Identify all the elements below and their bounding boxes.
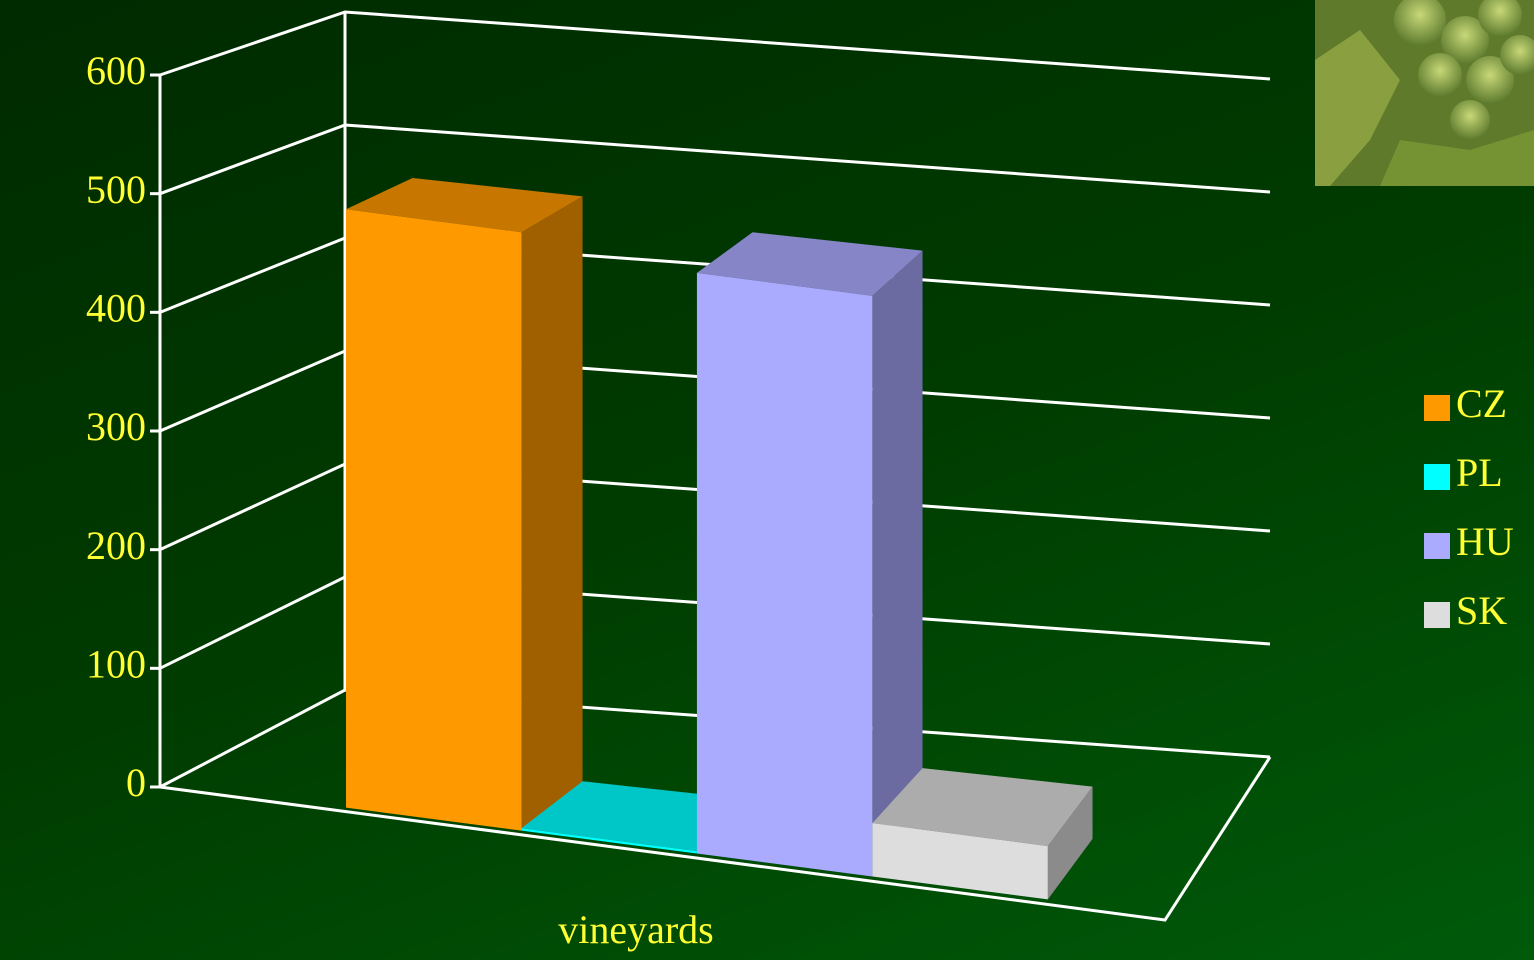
y-tick-label: 0	[126, 760, 146, 805]
y-tick-label: 100	[86, 642, 146, 687]
y-tick-label: 600	[86, 48, 146, 93]
y-tick-label: 400	[86, 286, 146, 331]
grid-line	[160, 12, 1270, 79]
bar	[346, 209, 521, 830]
page: 0100200300400500600 vineyards CZPLHUSK (…	[0, 0, 1534, 960]
legend-label: PL	[1456, 450, 1503, 495]
bar-side	[521, 196, 582, 830]
legend-label: CZ	[1456, 381, 1507, 426]
y-tick-label: 300	[86, 404, 146, 449]
grape-photo	[1315, 0, 1534, 186]
legend-label: HU	[1456, 519, 1514, 564]
y-tick-label: 500	[86, 167, 146, 212]
x-category-label: vineyards	[558, 907, 714, 952]
legend-swatch	[1424, 464, 1450, 490]
legend-swatch	[1424, 533, 1450, 559]
legend-label: SK	[1456, 588, 1507, 633]
bar	[697, 273, 872, 877]
y-tick-label: 200	[86, 523, 146, 568]
chart: 0 100 200 300 400 500 600 vineyards CZ PL HU SK	[0, 0, 1534, 960]
grid-line	[160, 125, 1270, 194]
legend-swatch	[1424, 395, 1450, 421]
legend-swatch	[1424, 602, 1450, 628]
